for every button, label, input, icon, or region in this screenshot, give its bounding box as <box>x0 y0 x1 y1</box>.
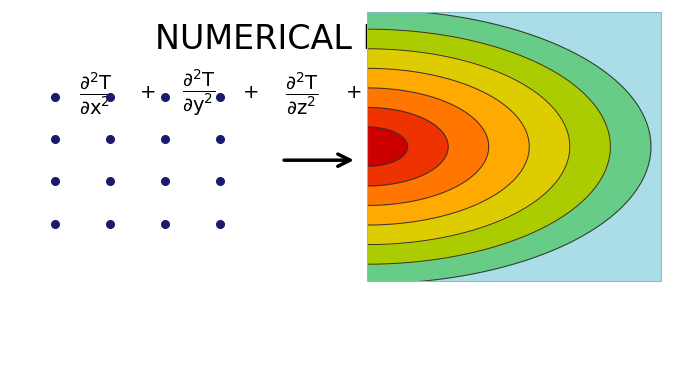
Polygon shape <box>367 68 529 225</box>
Text: $\dfrac{\partial^2\mathsf{T}}{\partial\mathsf{y}^2}$: $\dfrac{\partial^2\mathsf{T}}{\partial\m… <box>182 68 215 118</box>
Text: $=$: $=$ <box>418 83 439 102</box>
Polygon shape <box>367 127 407 166</box>
Text: $\dfrac{\partial^2\mathsf{T}}{\partial\mathsf{z}^2}$: $\dfrac{\partial^2\mathsf{T}}{\partial\m… <box>285 70 318 115</box>
Text: $\dfrac{\partial\mathsf{T}}{\partial\mathsf{t}}$: $\dfrac{\partial\mathsf{T}}{\partial\mat… <box>519 73 544 112</box>
Polygon shape <box>367 0 686 303</box>
Text: $+$: $+$ <box>345 83 362 102</box>
Text: $\dfrac{\rho\mathsf{C_p}}{\mathsf{k}}$: $\dfrac{\rho\mathsf{C_p}}{\mathsf{k}}$ <box>458 70 495 115</box>
Polygon shape <box>367 10 651 284</box>
Polygon shape <box>367 49 570 245</box>
Text: $+$: $+$ <box>139 83 156 102</box>
Polygon shape <box>367 107 448 186</box>
Text: $+$: $+$ <box>242 83 259 102</box>
Polygon shape <box>367 88 488 205</box>
Text: NUMERICAL METHODS: NUMERICAL METHODS <box>155 23 531 56</box>
Text: $\dfrac{\dot{\mathsf{q}}}{\mathsf{k}}$: $\dfrac{\dot{\mathsf{q}}}{\mathsf{k}}$ <box>381 69 394 116</box>
Text: $\dfrac{\partial^2\mathsf{T}}{\partial\mathsf{x}^2}$: $\dfrac{\partial^2\mathsf{T}}{\partial\m… <box>80 70 113 115</box>
Polygon shape <box>367 29 611 264</box>
FancyArrowPatch shape <box>284 154 350 166</box>
